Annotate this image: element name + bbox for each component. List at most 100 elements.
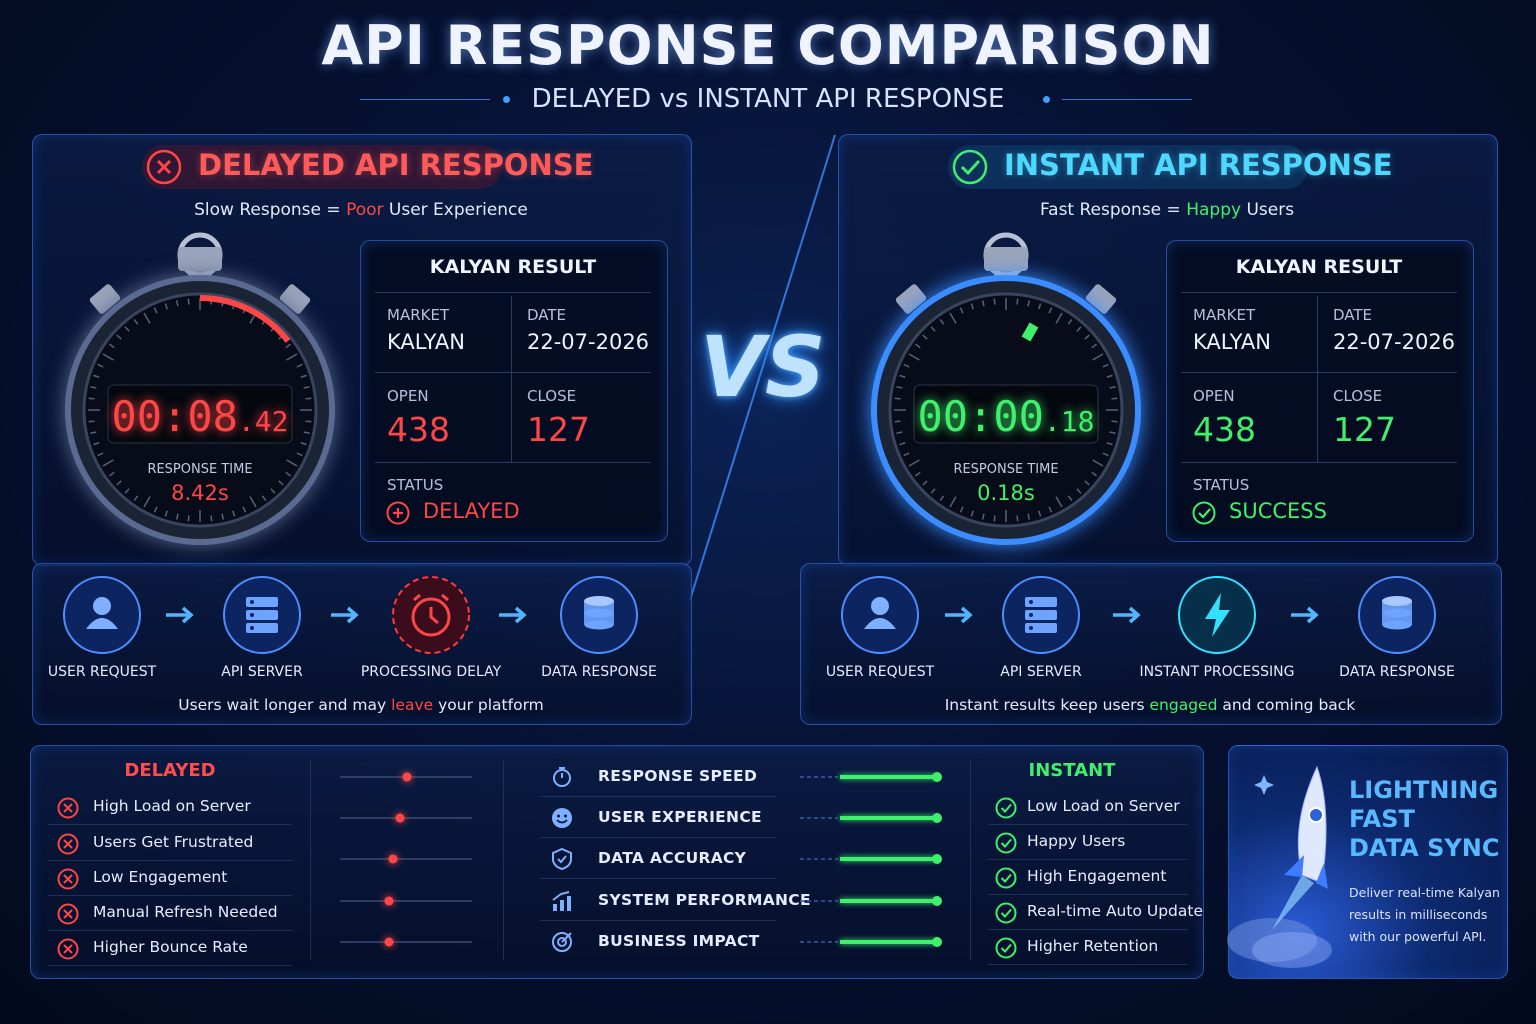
flow-note: Users wait longer and may leave your pla… [32, 696, 690, 714]
metric-icon [552, 847, 572, 871]
status-value: DELAYED [423, 499, 520, 523]
result-label: CLOSE [1333, 387, 1383, 405]
tagline-before: Slow Response = [194, 200, 341, 220]
tagline-highlight: Happy [1186, 200, 1242, 220]
flow-icon [1178, 576, 1256, 654]
result-divider [375, 292, 651, 293]
flow-icon [223, 576, 301, 654]
instant-bar [800, 937, 942, 947]
page-title: API RESPONSE COMPARISON [321, 14, 1215, 77]
tagline-after: Users [1246, 200, 1295, 220]
flow-step: DATA RESPONSE [541, 664, 657, 680]
result-label: MARKET [1193, 306, 1256, 324]
result-divider [1181, 372, 1457, 373]
cross-icon [57, 797, 79, 819]
flow-icon [63, 576, 141, 654]
flow-step: INSTANT PROCESSING [1139, 664, 1295, 680]
result-label: MARKET [387, 306, 450, 324]
result-label: CLOSE [527, 387, 577, 405]
metric-name: SYSTEM PERFORMANCE [598, 891, 811, 909]
result-divider [511, 296, 512, 462]
timer-display: 00:00.18 [876, 392, 1136, 441]
row-divider [988, 859, 1188, 860]
result-title: KALYAN RESULT [1235, 256, 1403, 278]
timer-main: 00:00 [917, 392, 1044, 441]
tagline: Fast Response = Happy Users [838, 200, 1496, 220]
flow-step: USER REQUEST [47, 664, 157, 680]
promo-title: FAST [1349, 805, 1415, 833]
tagline-before: Fast Response = [1039, 200, 1181, 220]
result-value: 22-07-2026 [1333, 330, 1456, 354]
promo-title: DATA SYNC [1349, 834, 1500, 862]
instant-bar [800, 854, 942, 864]
promo-text: results in milliseconds [1349, 907, 1488, 922]
metric-name: DATA ACCURACY [598, 849, 747, 867]
result-label: STATUS [1193, 476, 1250, 494]
flow-note-after: your platform [438, 696, 544, 714]
delay-slider [340, 813, 472, 823]
row-divider [988, 964, 1188, 965]
benefit-item: Happy Users [1027, 832, 1126, 850]
flow-note-before: Instant results keep users [944, 696, 1145, 714]
flow-arrow [944, 606, 973, 624]
flow-arrow [1291, 606, 1319, 624]
row-divider [988, 929, 1188, 930]
row-divider [988, 824, 1188, 825]
status-value: SUCCESS [1229, 499, 1327, 523]
benefit-item: High Engagement [1027, 867, 1167, 885]
check-icon [995, 832, 1017, 854]
benefit-item: Real-time Auto Update [1027, 902, 1204, 920]
flow-note: Instant results keep users engaged and c… [800, 696, 1500, 714]
cross-icon [57, 833, 79, 855]
timer-main: 00:08 [111, 392, 238, 441]
row-divider [48, 965, 292, 966]
result-value: 22-07-2026 [527, 330, 650, 354]
page-subtitle: DELAYED vs INSTANT API RESPONSE [531, 84, 1005, 114]
check-icon [995, 797, 1017, 819]
flow-icon [1358, 576, 1436, 654]
row-divider [540, 837, 776, 838]
flow-arrow [499, 606, 527, 624]
delay-slider [340, 937, 472, 947]
result-value: KALYAN [387, 330, 465, 354]
flow-step: DATA RESPONSE [1339, 664, 1455, 680]
instant-bar [800, 772, 942, 782]
metric-name: BUSINESS IMPACT [598, 932, 760, 950]
result-value: 127 [527, 410, 590, 449]
timer-value: 8.42s [171, 481, 229, 505]
delay-slider [340, 896, 472, 906]
timer-value: 0.18s [977, 481, 1035, 505]
subtitle-dot [503, 96, 510, 103]
column-divider [503, 760, 504, 960]
flow-note-highlight: engaged [1149, 696, 1218, 714]
panel-title: DELAYED API RESPONSE [198, 148, 594, 182]
tagline-after: User Experience [388, 200, 528, 220]
result-label: DATE [527, 306, 567, 324]
row-divider [48, 895, 292, 896]
promo-text: with our powerful API. [1349, 929, 1487, 944]
flow-note-before: Users wait longer and may [178, 696, 387, 714]
status-icon [386, 501, 410, 525]
result-label: DATE [1333, 306, 1373, 324]
check-icon [995, 902, 1017, 924]
result-label: STATUS [387, 476, 444, 494]
timer-label: RESPONSE TIME [147, 462, 253, 477]
flow-note-highlight: leave [391, 696, 434, 714]
stopwatch [871, 232, 1141, 545]
result-label: OPEN [387, 387, 429, 405]
timer-fraction: .18 [1043, 405, 1095, 438]
metric-icon [552, 808, 572, 828]
result-divider [1181, 462, 1457, 463]
result-divider [375, 462, 651, 463]
metric-icon [552, 932, 572, 952]
result-value: 438 [387, 410, 450, 449]
metric-name: USER EXPERIENCE [598, 808, 762, 826]
result-value: KALYAN [1193, 330, 1271, 354]
flow-note-after: and coming back [1222, 696, 1356, 714]
drawback-item: Manual Refresh Needed [93, 903, 278, 921]
result-label: OPEN [1193, 387, 1235, 405]
drawback-item: Low Engagement [93, 868, 228, 886]
result-title: KALYAN RESULT [429, 256, 597, 278]
